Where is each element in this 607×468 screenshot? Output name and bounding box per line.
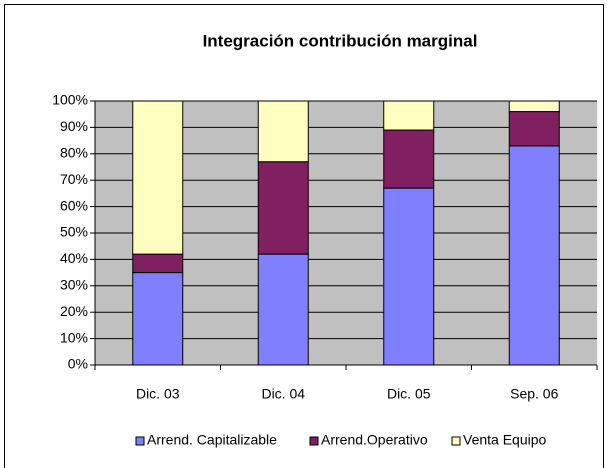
bar-segment	[132, 253, 184, 274]
y-tick-label: 70%	[60, 171, 88, 187]
bar-segment	[132, 100, 184, 255]
legend-marker	[309, 436, 319, 446]
legend-marker	[135, 436, 145, 446]
legend-label: Venta Equipo	[463, 432, 547, 448]
y-tick-label: 20%	[60, 303, 88, 319]
legend-marker	[451, 436, 461, 446]
y-tick-label: 50%	[60, 224, 88, 240]
y-tick-label: 80%	[60, 145, 88, 161]
y-tick-label: 40%	[60, 250, 88, 266]
bar-segment	[132, 272, 184, 366]
y-tick-label: 60%	[60, 197, 88, 213]
bar-segment	[508, 111, 560, 147]
bar-segment	[383, 129, 435, 189]
y-tick-label: 10%	[60, 329, 88, 345]
bar-segment	[383, 187, 435, 366]
y-tick-label: 100%	[52, 92, 88, 108]
x-tick-label: Dic. 03	[136, 386, 180, 402]
y-tick-label: 90%	[60, 118, 88, 134]
y-tick-label: 0%	[68, 356, 88, 372]
chart-title: Integración contribución marginal	[203, 31, 478, 50]
bar-segment	[508, 100, 560, 113]
bar-segment	[508, 145, 560, 366]
x-tick-label: Dic. 04	[261, 386, 305, 402]
legend-label: Arrend.Operativo	[321, 432, 428, 448]
y-tick-label: 30%	[60, 277, 88, 293]
x-tick-label: Sep. 06	[510, 386, 558, 402]
bar-segment	[383, 100, 435, 131]
bar-segment	[257, 100, 309, 163]
bar-segment	[257, 253, 309, 366]
legend-label: Arrend. Capitalizable	[147, 432, 277, 448]
bar-segment	[257, 161, 309, 255]
x-tick-label: Dic. 05	[387, 386, 431, 402]
